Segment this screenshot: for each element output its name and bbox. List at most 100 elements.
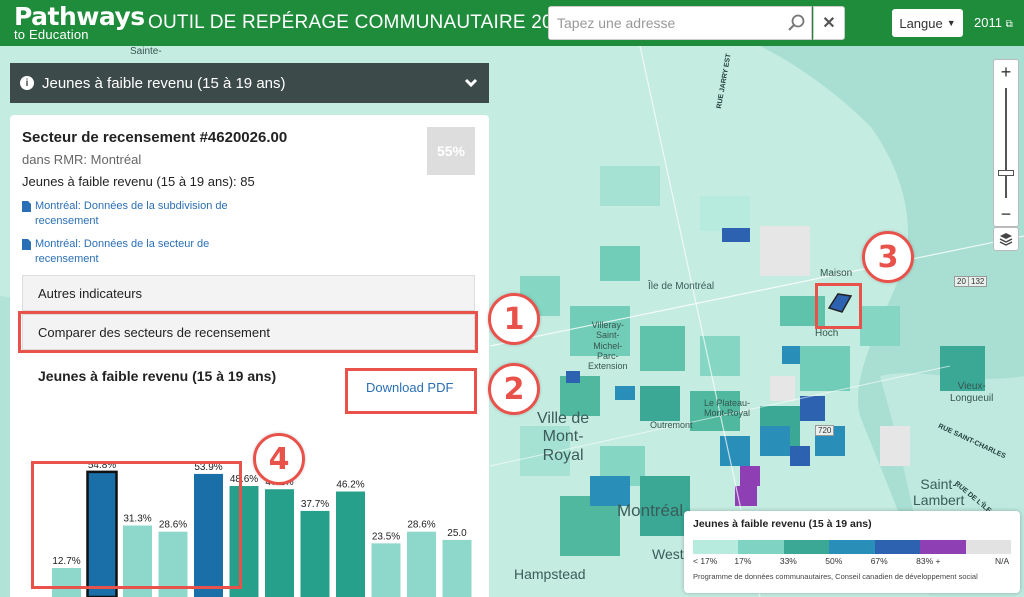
- zoom-control: + −: [993, 59, 1019, 227]
- document-icon: [22, 239, 31, 250]
- bar-2[interactable]: [123, 525, 152, 597]
- legend-bin-label: < 17%: [693, 556, 718, 566]
- legend-swatch: [965, 540, 1011, 554]
- chart-heading: Jeunes à faible revenu (15 à 19 ans): [38, 368, 277, 384]
- highway-shield-720: 720: [815, 425, 835, 436]
- map-label-hampstead: Hampstead: [514, 566, 586, 582]
- map-label-plateau: Le Plateau- Mont-Royal: [704, 398, 751, 419]
- tract-info-panel: Secteur de recensement #4620026.00 dans …: [10, 115, 489, 597]
- annotation-box-compare: [18, 311, 478, 353]
- zoom-in-button[interactable]: +: [1000, 61, 1012, 82]
- chevron-down-icon[interactable]: [463, 75, 479, 91]
- bar-value-label: 28.6%: [159, 520, 187, 531]
- bar-1[interactable]: [86, 470, 118, 597]
- annotation-marker-1: 1: [488, 293, 540, 345]
- legend-swatch: [920, 540, 966, 554]
- percentage-badge: 55%: [427, 127, 475, 175]
- clear-search-button[interactable]: ✕: [813, 6, 845, 40]
- search-icon[interactable]: [787, 13, 807, 33]
- highway-shield-20: 20: [954, 276, 969, 287]
- zoom-out-button[interactable]: −: [1000, 203, 1012, 224]
- tract-stat: Jeunes à faible revenu (15 à 19 ans): 85: [22, 174, 255, 189]
- legend-swatch: [829, 540, 875, 554]
- map-label-montreal: Montréal: [617, 501, 684, 520]
- bar-5[interactable]: [229, 486, 259, 597]
- language-dropdown[interactable]: Langue ▼: [892, 9, 963, 37]
- layer-selector[interactable]: i Jeunes à faible revenu (15 à 19 ans): [10, 63, 489, 103]
- bar-value-label: 25.0: [447, 528, 467, 539]
- accordion-compare-tracts[interactable]: Comparer des secteurs de recensement: [22, 314, 475, 350]
- map-label-hochelaga: Hoch: [815, 328, 839, 339]
- bar-9[interactable]: [371, 543, 401, 597]
- year-2011-link[interactable]: 2011 ⧉: [974, 15, 1013, 30]
- year-label: 2011: [974, 15, 1002, 30]
- bar-value-label: 37.7%: [301, 499, 329, 510]
- legend-bin-label: 83% +: [916, 556, 941, 566]
- legend-swatch: [874, 540, 921, 554]
- bar-4[interactable]: [194, 473, 223, 597]
- bar-8[interactable]: [336, 491, 365, 597]
- external-link-icon: ⧉: [1005, 19, 1013, 30]
- logo-sub-text: to Education: [14, 27, 89, 42]
- legend-color-bar: [693, 540, 1011, 554]
- logo-main-text: Pathways: [14, 2, 145, 31]
- bar-value-label: 12.7%: [52, 556, 80, 567]
- zoom-slider-handle[interactable]: [998, 170, 1014, 176]
- bar-10[interactable]: [407, 531, 436, 597]
- legend-bin-label: 67%: [870, 556, 888, 566]
- bar-value-label: 31.3%: [123, 514, 151, 525]
- link-subdivision-label: Montréal: Données de la subdivision de r…: [35, 200, 228, 228]
- layer-selector-label: Jeunes à faible revenu (15 à 19 ans): [42, 74, 286, 92]
- map-legend: Jeunes à faible revenu (15 à 19 ans) < 1…: [684, 511, 1020, 593]
- document-icon: [22, 201, 31, 212]
- zoom-slider-track[interactable]: [1005, 88, 1007, 198]
- link-tract-data[interactable]: Montréal: Données de la secteur de recen…: [22, 237, 262, 268]
- address-search: [548, 6, 812, 40]
- bar-6[interactable]: [265, 489, 294, 597]
- annotation-box-pdf: [345, 368, 477, 414]
- layers-button[interactable]: [993, 227, 1019, 251]
- bar-value-label: 23.5%: [372, 531, 400, 542]
- legend-bin-label: N/A: [995, 556, 1010, 566]
- layers-icon: [999, 233, 1013, 246]
- bar-value-label: 53.9%: [194, 462, 222, 473]
- map-label-sainte: Sainte-: [130, 46, 162, 57]
- address-search-input[interactable]: [549, 7, 779, 39]
- legend-source: Programme de données communautaires, Con…: [693, 572, 978, 581]
- app-title: OUTIL DE REPÉRAGE COMMUNAUTAIRE 2016: [148, 12, 575, 33]
- pathways-logo[interactable]: Pathways to Education: [14, 4, 145, 41]
- annotation-box-tract: [815, 283, 862, 329]
- annotation-marker-3: 3: [862, 231, 914, 283]
- map-label-maison: Maison: [820, 268, 853, 279]
- tract-cma: dans RMR: Montréal: [22, 152, 142, 167]
- bar-7[interactable]: [300, 510, 330, 597]
- legend-bin-label: 17%: [734, 556, 752, 566]
- bar-11[interactable]: [442, 539, 472, 597]
- download-pdf-button[interactable]: Download PDF: [366, 380, 454, 395]
- map-label-ville-mont-royal: Ville de Mont- Royal: [537, 410, 590, 464]
- tract-title: Secteur de recensement #4620026.00: [22, 129, 288, 146]
- bar-value-label: 48.6%: [230, 474, 258, 485]
- legend-swatch: [738, 540, 784, 554]
- legend-swatch: [693, 540, 739, 554]
- bar-value-label: 46.2%: [336, 480, 364, 491]
- accordion-compare-label: Comparer des secteurs de recensement: [38, 324, 270, 340]
- annotation-marker-4: 4: [253, 433, 305, 485]
- bar-0[interactable]: [52, 568, 81, 597]
- bar-value-label: 28.6%: [407, 520, 435, 531]
- accordion-other-indicators[interactable]: Autres indicateurs: [22, 275, 475, 311]
- legend-swatch: [783, 540, 830, 554]
- map-label-west: West: [652, 546, 684, 562]
- legend-bin-labels: < 17% 17% 33% 50% 67% 83% + N/A: [693, 556, 1011, 568]
- map-label-ile: Île de Montréal: [648, 281, 715, 292]
- annotation-box-bars: [31, 461, 242, 589]
- legend-title: Jeunes à faible revenu (15 à 19 ans): [693, 518, 872, 530]
- link-subdivision-data[interactable]: Montréal: Données de la subdivision de r…: [22, 199, 262, 230]
- map-label-villeray: Villeray- Saint- Michel- Parc- Extension: [588, 320, 628, 372]
- map-label-outremont: Outremont: [650, 420, 693, 430]
- info-icon[interactable]: i: [20, 76, 34, 90]
- bar-value-label: 54.8%: [88, 460, 116, 471]
- legend-bin-label: 33%: [779, 556, 797, 566]
- link-tract-label: Montréal: Données de la secteur de recen…: [35, 238, 210, 266]
- legend-bin-label: 50%: [825, 556, 843, 566]
